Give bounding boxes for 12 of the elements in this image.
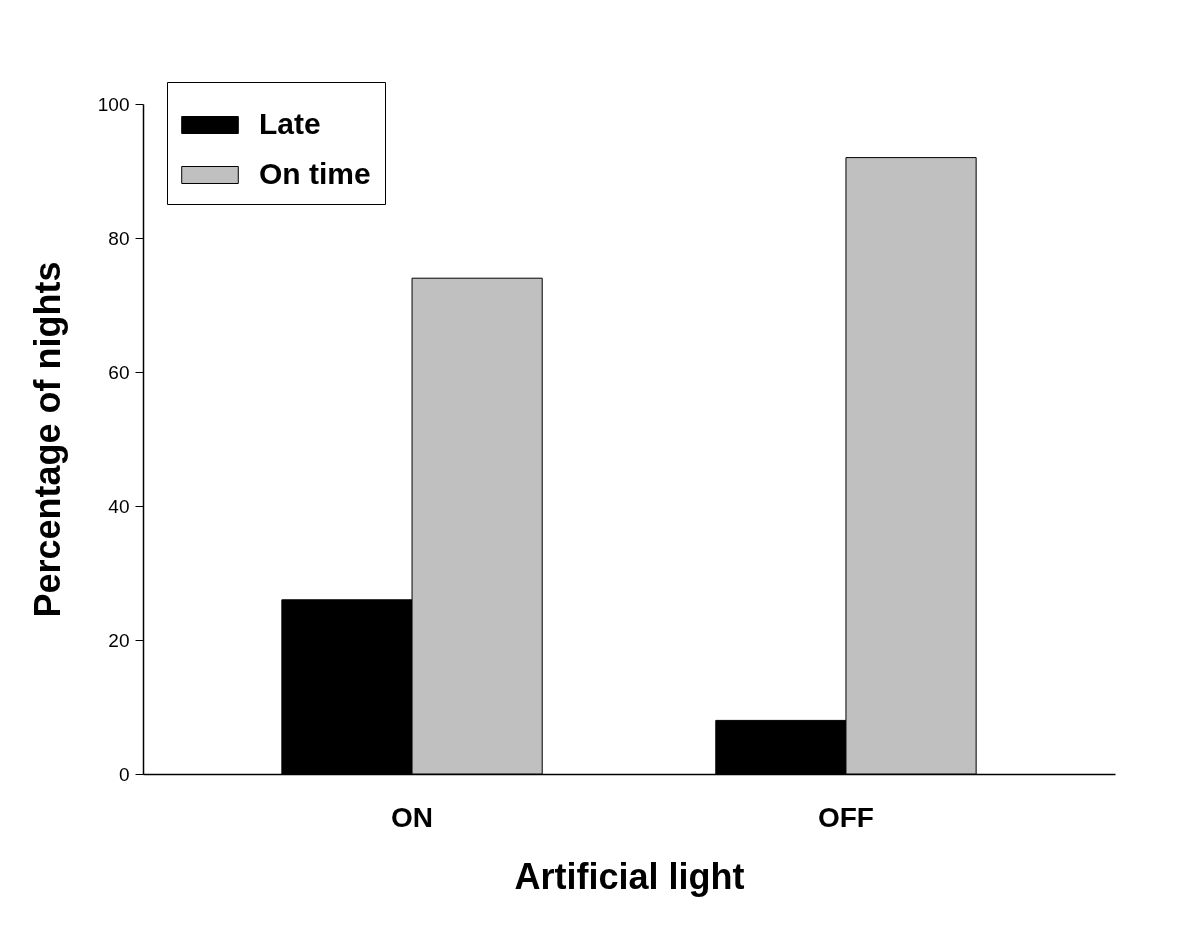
x-axis-title: Artificial light [514, 855, 745, 897]
y-tick-label: 100 [97, 93, 130, 115]
legend-label: On time [259, 157, 371, 190]
y-tick-label: 60 [108, 361, 130, 383]
y-axis-title: Percentage of nights [26, 261, 68, 618]
x-tick-label: ON [391, 801, 434, 833]
y-tick-label: 20 [108, 629, 130, 651]
y-tick-label: 80 [108, 227, 130, 249]
legend-label: Late [259, 107, 321, 140]
y-tick-label: 0 [118, 763, 130, 785]
y-tick-label: 40 [108, 495, 130, 517]
x-tick-label: OFF [817, 801, 874, 833]
